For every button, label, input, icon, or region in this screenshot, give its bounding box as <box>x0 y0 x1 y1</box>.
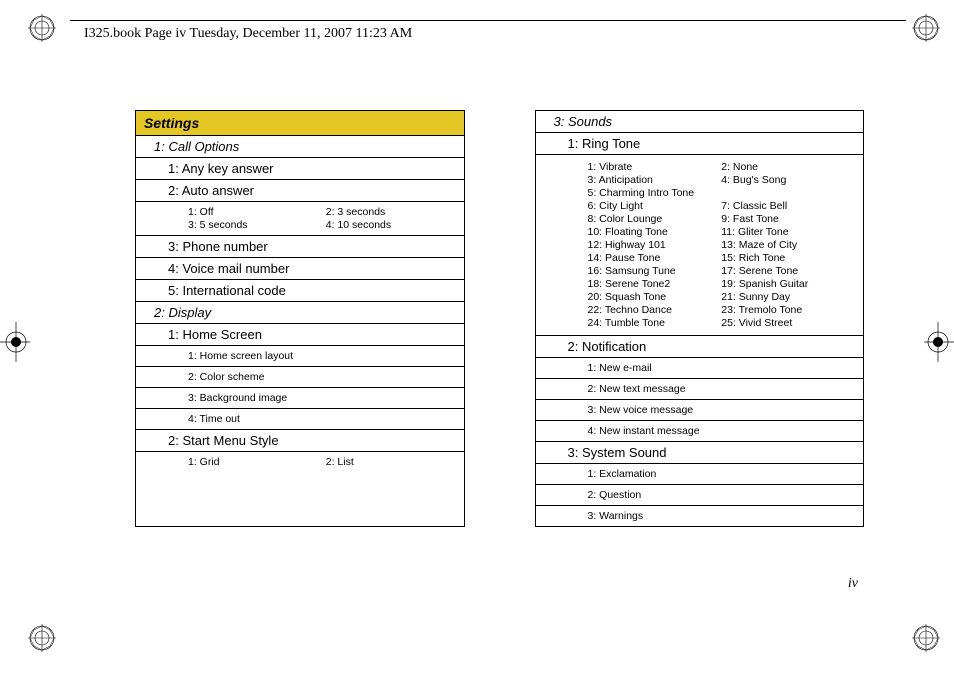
item-system-sound: 3: System Sound <box>536 442 864 464</box>
opt: 1: Grid <box>188 456 318 468</box>
opt: 3: 5 seconds <box>188 219 318 231</box>
opt: 3: New voice message <box>536 400 864 421</box>
section-sounds: 3: Sounds <box>536 111 864 133</box>
opt: 6: City Light <box>588 200 722 212</box>
opt: 9: Fast Tone <box>721 213 855 225</box>
header-rule <box>70 20 906 21</box>
right-column: 3: Sounds 1: Ring Tone 1: Vibrate2: None… <box>535 110 865 527</box>
item-voice-mail-number: 4: Voice mail number <box>136 258 464 280</box>
opt: 4: Time out <box>136 409 464 430</box>
header-text: I325.book Page iv Tuesday, December 11, … <box>84 26 412 42</box>
opt: 2: 3 seconds <box>326 206 456 218</box>
item-international-code: 5: International code <box>136 280 464 302</box>
opt: 2: List <box>326 456 456 468</box>
opt: 14: Pause Tone <box>588 252 722 264</box>
auto-answer-options: 1: Off 2: 3 seconds 3: 5 seconds 4: 10 s… <box>136 202 464 236</box>
opt: 25: Vivid Street <box>721 317 855 329</box>
opt: 10: Floating Tone <box>588 226 722 238</box>
opt: 19: Spanish Guitar <box>721 278 855 290</box>
opt: 5: Charming Intro Tone <box>588 187 856 199</box>
opt: 2: Question <box>536 485 864 506</box>
content-columns: Settings 1: Call Options 1: Any key answ… <box>135 110 864 527</box>
registration-mark-icon <box>912 14 940 42</box>
opt: 24: Tumble Tone <box>588 317 722 329</box>
opt: 4: New instant message <box>536 421 864 442</box>
page-number: iv <box>848 576 858 592</box>
crop-mark-icon <box>0 322 30 362</box>
opt: 23: Tremolo Tone <box>721 304 855 316</box>
section-call-options: 1: Call Options <box>136 136 464 158</box>
opt: 2: None <box>721 161 855 173</box>
opt: 2: New text message <box>536 379 864 400</box>
registration-mark-icon <box>28 14 56 42</box>
ring-tone-options: 1: Vibrate2: None 3: Anticipation4: Bug'… <box>536 155 864 336</box>
item-home-screen: 1: Home Screen <box>136 324 464 346</box>
opt: 13: Maze of City <box>721 239 855 251</box>
registration-mark-icon <box>912 624 940 652</box>
opt: 1: Home screen layout <box>136 346 464 367</box>
opt: 22: Techno Dance <box>588 304 722 316</box>
opt: 21: Sunny Day <box>721 291 855 303</box>
item-start-menu-style: 2: Start Menu Style <box>136 430 464 452</box>
opt: 17: Serene Tone <box>721 265 855 277</box>
start-menu-options: 1: Grid 2: List <box>136 452 464 472</box>
section-display: 2: Display <box>136 302 464 324</box>
left-column: Settings 1: Call Options 1: Any key answ… <box>135 110 465 527</box>
opt: 12: Highway 101 <box>588 239 722 251</box>
item-ring-tone: 1: Ring Tone <box>536 133 864 155</box>
opt: 11: Gliter Tone <box>721 226 855 238</box>
opt: 1: New e-mail <box>536 358 864 379</box>
opt: 15: Rich Tone <box>721 252 855 264</box>
opt: 3: Anticipation <box>588 174 722 186</box>
crop-mark-icon <box>924 322 954 362</box>
opt: 20: Squash Tone <box>588 291 722 303</box>
opt: 4: Bug's Song <box>721 174 855 186</box>
item-phone-number: 3: Phone number <box>136 236 464 258</box>
opt: 1: Vibrate <box>588 161 722 173</box>
opt: 1: Off <box>188 206 318 218</box>
opt: 18: Serene Tone2 <box>588 278 722 290</box>
opt: 7: Classic Bell <box>721 200 855 212</box>
opt: 4: 10 seconds <box>326 219 456 231</box>
opt: 16: Samsung Tune <box>588 265 722 277</box>
opt: 8: Color Lounge <box>588 213 722 225</box>
registration-mark-icon <box>28 624 56 652</box>
opt: 3: Warnings <box>536 506 864 526</box>
item-notification: 2: Notification <box>536 336 864 358</box>
opt: 2: Color scheme <box>136 367 464 388</box>
opt: 1: Exclamation <box>536 464 864 485</box>
item-any-key-answer: 1: Any key answer <box>136 158 464 180</box>
item-auto-answer: 2: Auto answer <box>136 180 464 202</box>
opt: 3: Background image <box>136 388 464 409</box>
section-title: Settings <box>136 111 464 136</box>
